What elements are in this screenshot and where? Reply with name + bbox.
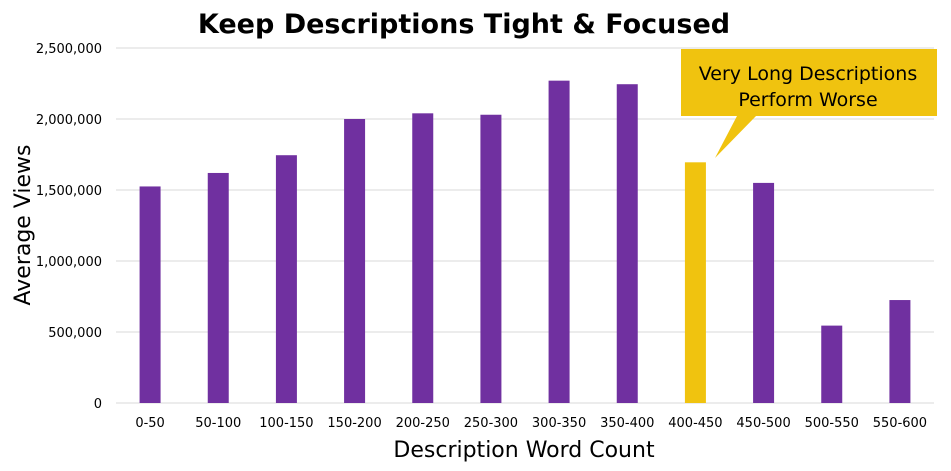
y-axis-label: Average Views xyxy=(11,144,36,305)
x-tick-label: 0-50 xyxy=(135,416,165,431)
x-tick-label: 550-600 xyxy=(873,416,927,431)
x-tick-label: 100-150 xyxy=(259,416,313,431)
gridlines xyxy=(116,47,934,404)
bar-150-200 xyxy=(344,119,366,403)
x-axis-ticks: 0-50 50-100 100-150 150-200 200-250 250-300 30… xyxy=(135,416,927,431)
y-tick-label: 1,000,000 xyxy=(36,255,102,270)
bar-100-150 xyxy=(275,155,297,403)
callout-line-1: Very Long Descriptions xyxy=(699,63,917,85)
x-tick-label: 350-400 xyxy=(600,416,654,431)
bar-50-100 xyxy=(207,172,229,403)
y-tick-label: 500,000 xyxy=(48,326,102,341)
bar-200-250 xyxy=(412,113,434,403)
bar-350-400 xyxy=(616,84,638,404)
x-tick-label: 50-100 xyxy=(195,416,241,431)
bar-250-300 xyxy=(480,114,502,404)
bar-300-350 xyxy=(548,80,570,403)
bars xyxy=(139,80,911,404)
bar-450-500 xyxy=(753,182,775,403)
x-tick-label: 150-200 xyxy=(327,416,381,431)
callout-box xyxy=(681,49,937,158)
bar-400-450 xyxy=(684,162,706,403)
x-tick-label: 250-300 xyxy=(464,416,518,431)
x-axis-label: Description Word Count xyxy=(393,438,655,463)
y-tick-label: 1,500,000 xyxy=(36,184,102,199)
y-tick-label: 0 xyxy=(94,397,102,412)
chart-title: Keep Descriptions Tight & Focused xyxy=(198,9,730,40)
x-tick-label: 200-250 xyxy=(396,416,450,431)
callout-line-2: Perform Worse xyxy=(738,89,877,111)
bar-550-600 xyxy=(889,300,911,403)
x-tick-label: 500-550 xyxy=(805,416,859,431)
y-tick-label: 2,500,000 xyxy=(36,42,102,57)
y-axis-ticks: 0 500,000 1,000,000 1,500,000 2,000,000 2,500… xyxy=(36,42,102,412)
x-tick-label: 450-500 xyxy=(736,416,790,431)
bar-0-50 xyxy=(139,186,161,403)
x-tick-label: 300-350 xyxy=(532,416,586,431)
bar-500-550 xyxy=(821,325,843,403)
x-tick-label: 400-450 xyxy=(668,416,722,431)
callout: Very Long Descriptions Perform Worse xyxy=(681,49,937,158)
y-tick-label: 2,000,000 xyxy=(36,113,102,128)
